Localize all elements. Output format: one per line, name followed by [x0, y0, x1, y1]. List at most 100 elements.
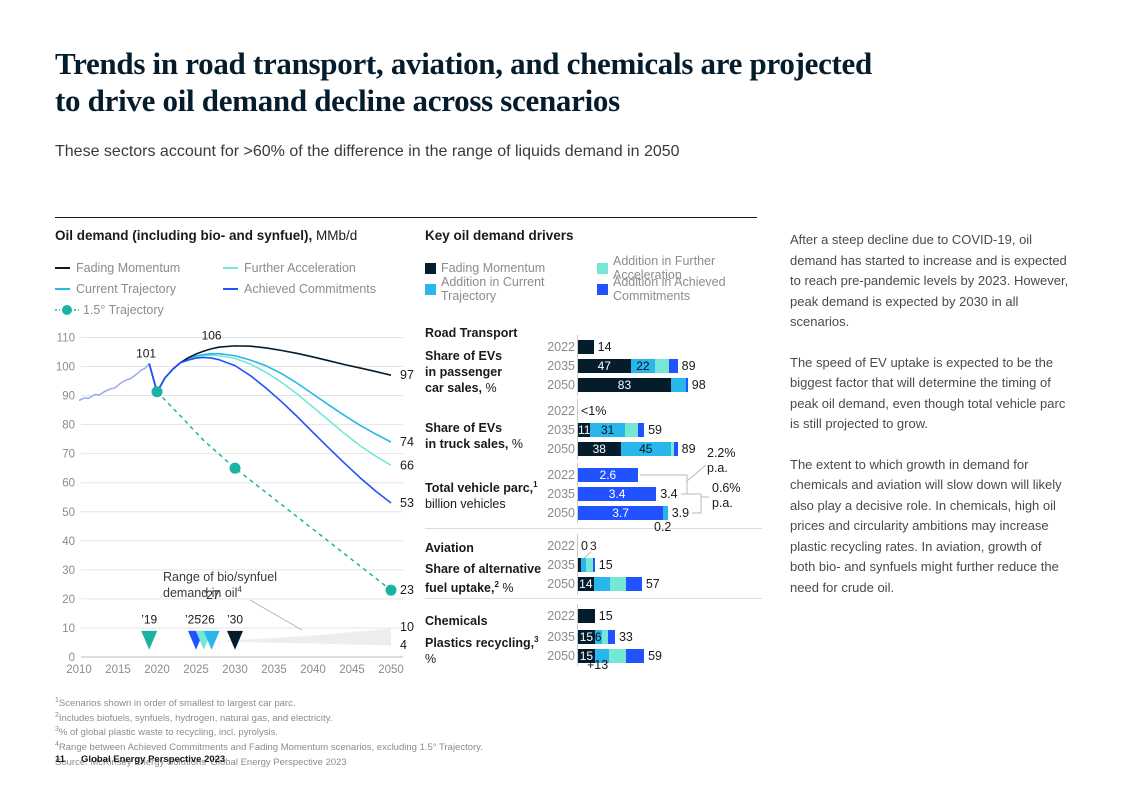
band-annotation-sup: 4 [237, 585, 242, 595]
bar-axis-line [577, 534, 578, 595]
series-Achieved Commitments [148, 356, 392, 504]
x-tick-label: 2045 [339, 664, 365, 676]
footnote-3: 3% of global plastic waste to recycling,… [55, 726, 279, 739]
bar-segment-ct [670, 378, 686, 392]
bar-axis-line [577, 399, 578, 460]
bar-segment-ac [626, 577, 642, 591]
commentary-column: After a steep decline due to COVID-19, o… [790, 230, 1070, 619]
bar-segment-ct [594, 649, 610, 663]
year-label: 2035 [547, 630, 575, 644]
bar-segment-ct: 45 [620, 442, 671, 456]
bar-chart-legend: Fading Momentum Addition in Further Acce… [425, 254, 770, 303]
y-tick-label: 40 [62, 536, 75, 548]
year-label: 2050 [547, 378, 575, 392]
bar-row-2050: 2050 38 45 89 [425, 442, 770, 456]
y-tick-label: 50 [62, 507, 75, 519]
series-1.5° Trajectory [156, 391, 392, 591]
y-tick-label: 20 [62, 594, 75, 606]
title-line-1: Trends in road transport, aviation, and … [55, 46, 872, 81]
bar-axis-line [577, 463, 578, 523]
legend-15-trajectory: 1.5° Trajectory [55, 302, 223, 318]
bar-total-label: 89 [681, 359, 696, 373]
growth-rate-1: 2.2% p.a. [707, 446, 736, 475]
section-separator [425, 528, 762, 529]
trajectory-dot [385, 584, 397, 596]
bar-segment-fa [655, 359, 669, 373]
end-value-label: 97 [400, 368, 414, 382]
aviation-callout-label: 3 [590, 539, 597, 553]
bar-segment-ac [608, 630, 615, 644]
legend-label: 1.5° Trajectory [83, 303, 164, 317]
achieved-commitments-line-swatch [223, 288, 238, 290]
bar-segment-fm: 15 [578, 649, 595, 663]
year-label: 2035 [547, 423, 575, 437]
bar-row-2035: 2035 15 [425, 558, 770, 572]
year-label: 2022 [547, 609, 575, 623]
line-chart-title-bold: Oil demand (including bio- and synfuel), [55, 228, 313, 243]
footnote-source: Source: McKinsey Energy Solutions' Globa… [55, 756, 347, 768]
bar-total-label: 15 [598, 609, 613, 623]
bar-segment-ct [593, 577, 611, 591]
y-tick-label: 100 [56, 362, 75, 374]
x-tick-label: 2025 [183, 664, 209, 676]
peak-marker-label: ’25 [185, 613, 201, 627]
legend-fading-momentum: Fading Momentum [425, 260, 597, 276]
x-tick-label: 2015 [105, 664, 131, 676]
bar-total-label: 98 [691, 378, 706, 392]
x-tick-label: 2010 [66, 664, 92, 676]
bar-segment-ac: 3.4 [578, 487, 657, 501]
band-bottom-label: 4 [400, 638, 407, 652]
further-acceleration-line-swatch [223, 267, 238, 269]
current-trajectory-swatch [425, 283, 436, 295]
title-line-2: to drive oil demand decline across scena… [55, 82, 620, 118]
year-label: 2050 [547, 506, 575, 520]
legend-label: Current Trajectory [76, 282, 177, 296]
fading-momentum-line-swatch [55, 267, 70, 269]
report-name: Global Energy Perspective 2023 [81, 754, 226, 765]
peak-marker-label: ’19 [141, 613, 157, 627]
growth-rate-2: 0.6% p.a. [712, 481, 741, 510]
y-tick-label: 110 [57, 332, 75, 344]
bar-segment-fm: 83 [578, 378, 671, 392]
line-chart-title: Oil demand (including bio- and synfuel),… [55, 228, 417, 243]
further-acceleration-swatch [597, 262, 608, 274]
legend-label: Addition in Current Trajectory [441, 275, 545, 303]
bar-row-2035: 2035 47 22 89 [425, 359, 770, 373]
bar-segment-fa [609, 649, 627, 663]
bar-segment-fm [578, 609, 595, 623]
legend-label: Addition in Further Acceleration [613, 254, 716, 282]
bar-segment-fm: 38 [578, 442, 621, 456]
achieved-commitments-swatch [597, 283, 608, 295]
bar-total-label: 14 [597, 340, 612, 354]
legend-addition-further-acceleration: Addition in Further Acceleration [597, 254, 770, 282]
line-chart-title-unit: MMb/d [312, 228, 358, 243]
y-tick-label: 10 [62, 623, 75, 635]
legend-addition-current-trajectory: Addition in Current Trajectory [425, 275, 597, 303]
peak-marker-label: ’26 [199, 613, 215, 627]
page-title: Trends in road transport, aviation, and … [55, 46, 1085, 119]
footnote-4: 4Range between Achieved Commitments and … [55, 740, 483, 754]
x-tick-label: 2040 [300, 664, 326, 676]
parc-tip-label: 0.2 [654, 520, 672, 534]
bar-segment-ac [626, 649, 645, 663]
trajectory-15-swatch-icon [55, 305, 79, 315]
bio-synfuel-band [227, 628, 391, 646]
bar-segment-ct: 31 [590, 423, 626, 437]
x-tick-label: 2050 [378, 664, 404, 676]
peak-marker-label: ’30 [227, 613, 243, 627]
bar-segment-fa [585, 558, 593, 572]
trajectory-dot [229, 462, 241, 474]
year-label: 2050 [547, 442, 575, 456]
commentary-paragraph-1: After a steep decline due to COVID-19, o… [790, 232, 1069, 330]
bar-segment-ac [668, 359, 678, 373]
legend-label: Fading Momentum [76, 261, 181, 275]
y-tick-label: 60 [62, 478, 75, 490]
bar-segment-fm [578, 558, 582, 572]
peak-marker-label: ’27 [204, 588, 220, 602]
bar-segment-fm: 14 [578, 577, 594, 591]
y-tick-label: 70 [62, 449, 75, 461]
bar-total-label: 59 [648, 649, 662, 663]
band-annotation-line2: demand in oil [163, 586, 238, 601]
